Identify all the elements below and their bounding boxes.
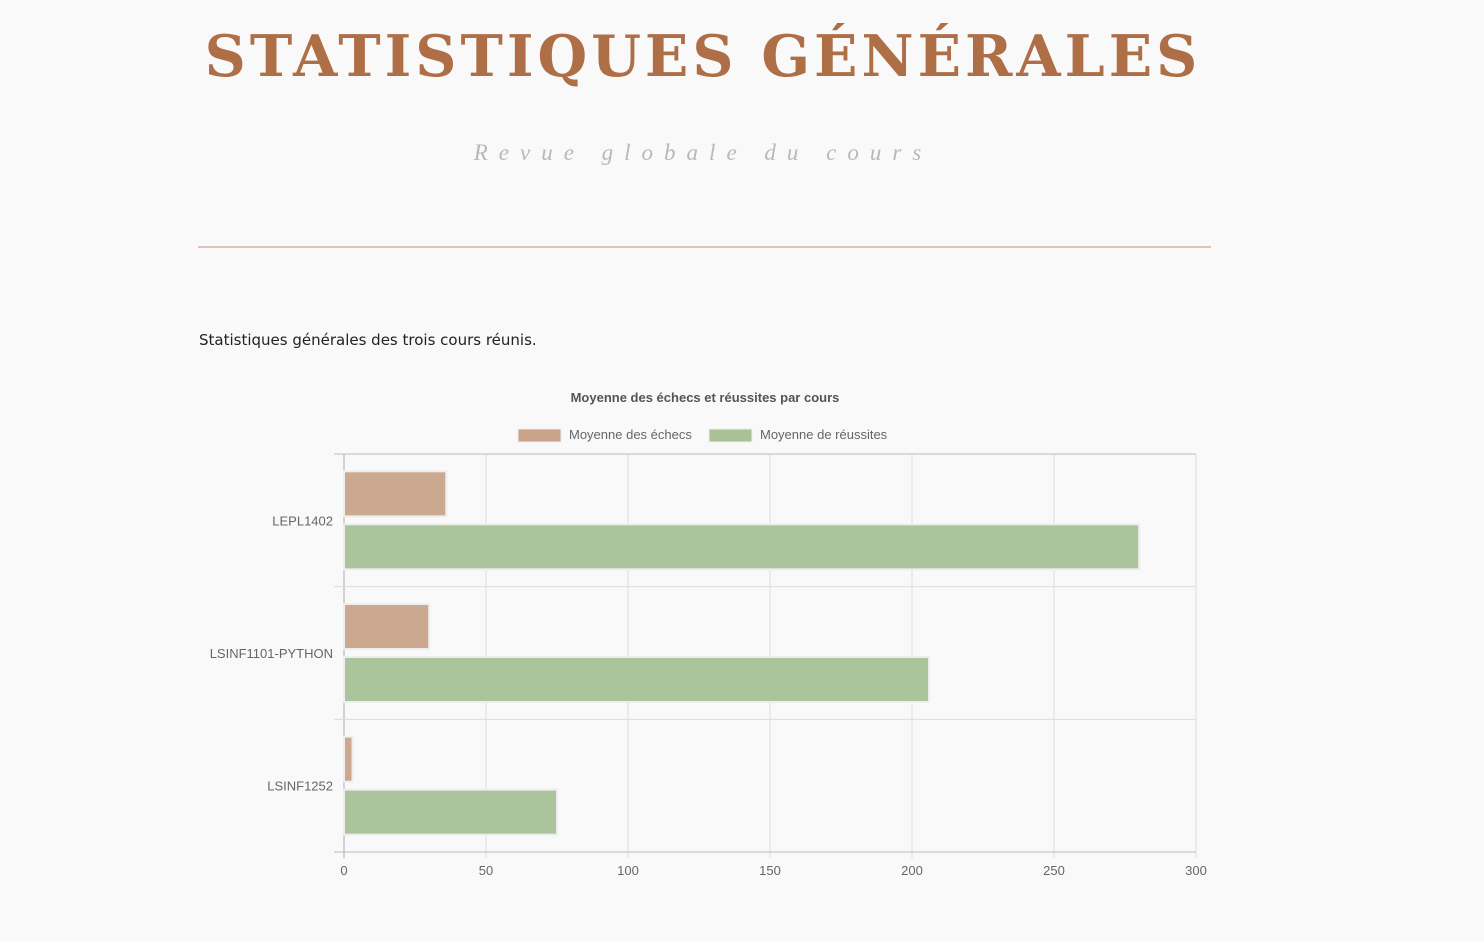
x-tick-label: 300 — [1185, 863, 1207, 878]
y-axis-labels: LEPL1402 LSINF1101-PYTHON LSINF1252 — [210, 513, 333, 793]
x-tick-label: 0 — [340, 863, 347, 878]
bar-echecs — [343, 735, 354, 783]
y-tick-label: LSINF1252 — [267, 779, 333, 794]
legend-swatch — [708, 428, 753, 443]
section-divider — [198, 246, 1211, 248]
y-tick-label: LSINF1101-PYTHON — [210, 646, 333, 661]
x-tick-label: 250 — [1043, 863, 1065, 878]
chart-container: Moyenne des échecs et réussites par cour… — [0, 375, 1484, 895]
bar-reussites — [343, 788, 558, 836]
page-subtitle: Revue globale du cours — [473, 140, 933, 165]
legend-label: Moyenne de réussites — [760, 427, 888, 442]
bar-echecs — [343, 470, 448, 518]
x-tick-label: 150 — [759, 863, 781, 878]
bar-reussites — [343, 523, 1141, 571]
x-tick-label: 200 — [901, 863, 923, 878]
x-tick-label: 50 — [479, 863, 493, 878]
bar-echecs — [343, 603, 431, 650]
legend-label: Moyenne des échecs — [569, 427, 692, 442]
legend-swatch — [517, 428, 562, 443]
x-tick-label: 100 — [617, 863, 639, 878]
page-title: STATISTIQUES GÉNÉRALES — [204, 23, 1202, 90]
intro-text: Statistiques générales des trois cours r… — [199, 331, 537, 349]
y-tick-label: LEPL1402 — [272, 513, 333, 528]
chart-legend: Moyenne des échecs Moyenne de réussites — [517, 427, 888, 443]
chart-title: Moyenne des échecs et réussites par cour… — [571, 390, 840, 405]
chart-bars — [343, 470, 1141, 836]
bar-reussites — [343, 656, 931, 703]
bar-chart: Moyenne des échecs et réussites par cour… — [210, 390, 1207, 878]
x-axis-labels: 0 50 100 150 200 250 300 — [340, 863, 1206, 878]
